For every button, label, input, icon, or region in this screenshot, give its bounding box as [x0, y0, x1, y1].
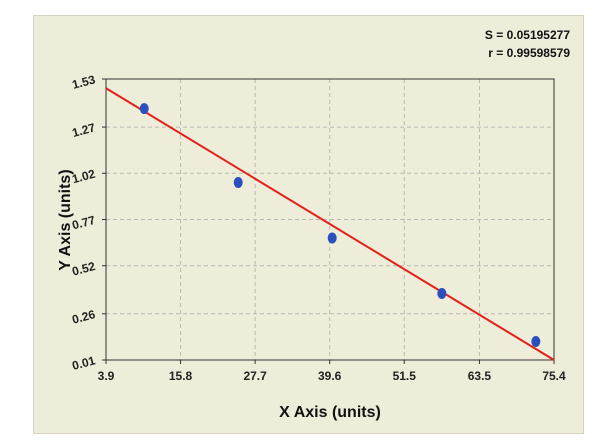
data-point: [327, 232, 337, 244]
y-tick-label: 0.01: [71, 353, 97, 373]
y-tick-label: 0.26: [71, 307, 97, 327]
chart-frame: [33, 15, 584, 434]
x-tick-label: 27.7: [243, 369, 267, 383]
x-tick-label: 75.4: [542, 369, 566, 383]
grid-lines: [106, 79, 554, 360]
y-tick-label: 1.53: [71, 72, 97, 92]
stat-s: S = 0.05195277: [484, 28, 570, 42]
x-axis-title: X Axis (units): [279, 404, 381, 421]
y-tick-label: 1.02: [71, 167, 97, 187]
stat-r: r = 0.99598579: [488, 46, 570, 60]
data-point: [531, 336, 541, 348]
y-tick-label: 0.52: [71, 259, 97, 279]
y-tick-label: 1.27: [71, 120, 97, 140]
y-tick-label: 0.77: [71, 213, 97, 233]
x-tick-labels: 3.9 15.8 27.7 39.6 51.5 63.5 75.4: [98, 360, 566, 383]
data-point: [139, 103, 149, 115]
fit-line-layer: [105, 87, 555, 361]
y-axis-title: Y Axis (units): [57, 169, 74, 270]
plot-area: [105, 78, 555, 361]
data-points: [139, 103, 541, 348]
fit-line: [105, 87, 555, 361]
x-tick-label: 3.9: [98, 369, 115, 383]
data-point: [233, 177, 243, 189]
y-tick-labels: 0.01 0.26 0.52 0.77 1.02 1.27 1.53: [71, 72, 106, 373]
x-tick-label: 63.5: [468, 369, 492, 383]
data-point: [437, 287, 447, 299]
x-tick-label: 15.8: [169, 369, 193, 383]
x-tick-label: 51.5: [393, 369, 417, 383]
x-tick-label: 39.6: [318, 369, 342, 383]
